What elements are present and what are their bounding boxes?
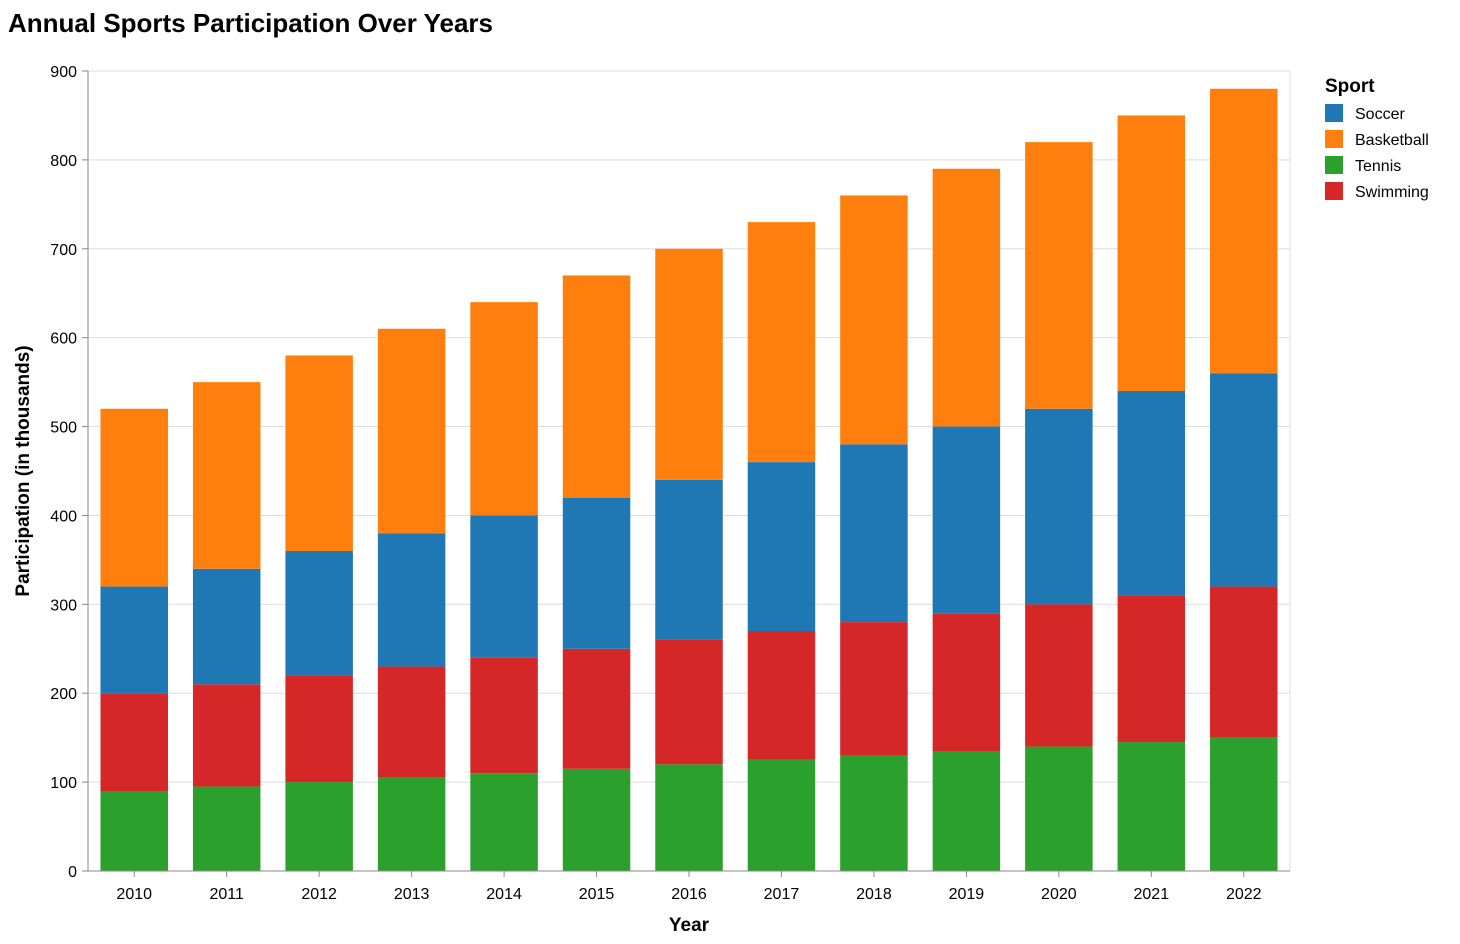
bar-tennis-2010 — [100, 791, 168, 871]
y-tick-label: 800 — [50, 153, 77, 170]
x-tick-label: 2019 — [949, 886, 985, 903]
legend-swatch-tennis — [1325, 156, 1343, 174]
bar-soccer-2019 — [932, 426, 1001, 614]
bar-soccer-2010 — [100, 586, 168, 694]
bar-tennis-2016 — [655, 764, 723, 871]
bar-basketball-2019 — [932, 168, 1001, 427]
bar-basketball-2017 — [747, 222, 816, 463]
bar-tennis-2018 — [840, 755, 908, 871]
bar-tennis-2022 — [1210, 737, 1278, 871]
bar-swimming-2020 — [1025, 604, 1093, 747]
bar-soccer-2018 — [840, 444, 908, 623]
bar-swimming-2010 — [100, 693, 168, 791]
x-axis-title: Year — [669, 915, 710, 936]
legend-label-basketball: Basketball — [1355, 132, 1429, 149]
bar-basketball-2021 — [1117, 115, 1186, 391]
legend-swatch-soccer — [1325, 104, 1343, 122]
y-tick-label: 200 — [50, 686, 77, 703]
y-tick-label: 300 — [50, 597, 77, 614]
bar-swimming-2015 — [562, 648, 631, 769]
bar-basketball-2012 — [285, 355, 353, 551]
bar-swimming-2021 — [1117, 595, 1186, 743]
bar-soccer-2014 — [470, 515, 538, 658]
y-tick-label: 0 — [68, 864, 77, 881]
bar-basketball-2015 — [562, 275, 631, 498]
y-tick-label: 100 — [50, 775, 77, 792]
x-tick-label: 2012 — [301, 886, 337, 903]
bar-swimming-2019 — [932, 613, 1001, 751]
bar-tennis-2012 — [285, 782, 353, 871]
x-tick-label: 2011 — [209, 886, 244, 903]
x-tick-label: 2014 — [486, 886, 522, 903]
bar-swimming-2022 — [1210, 586, 1278, 738]
bar-basketball-2018 — [840, 195, 908, 445]
y-tick-label: 700 — [50, 242, 77, 259]
bar-tennis-2014 — [470, 773, 538, 871]
bar-tennis-2019 — [932, 751, 1001, 871]
x-tick-label: 2022 — [1226, 886, 1262, 903]
legend-swatch-basketball — [1325, 130, 1343, 148]
x-tick-label: 2021 — [1134, 886, 1170, 903]
bar-tennis-2017 — [747, 759, 816, 871]
bar-basketball-2011 — [192, 382, 261, 569]
legend-label-swimming: Swimming — [1355, 184, 1429, 201]
chart-title: Annual Sports Participation Over Years — [8, 8, 494, 38]
bar-soccer-2012 — [285, 551, 353, 676]
bar-tennis-2013 — [377, 777, 446, 871]
x-tick-label: 2015 — [579, 886, 615, 903]
bar-tennis-2021 — [1117, 742, 1186, 871]
axes: 0 100 200 300 400 500 600 700 800 900 2010 2011 2012… — [50, 64, 1290, 903]
bar-soccer-2022 — [1210, 373, 1278, 587]
bar-soccer-2016 — [655, 479, 723, 640]
bar-swimming-2018 — [840, 622, 908, 756]
bar-soccer-2020 — [1025, 408, 1093, 605]
bar-swimming-2017 — [747, 631, 816, 760]
x-tick-label: 2017 — [764, 886, 800, 903]
bar-basketball-2022 — [1210, 88, 1278, 374]
legend-label-tennis: Tennis — [1355, 158, 1401, 175]
bar-soccer-2011 — [192, 568, 261, 685]
bar-tennis-2015 — [562, 768, 631, 871]
bar-swimming-2016 — [655, 639, 723, 765]
bars — [100, 88, 1278, 871]
bar-swimming-2014 — [470, 657, 538, 774]
y-tick-label: 400 — [50, 508, 77, 525]
bar-basketball-2010 — [100, 408, 168, 587]
bar-soccer-2021 — [1117, 391, 1186, 596]
y-tick-label: 600 — [50, 331, 77, 348]
bar-soccer-2013 — [377, 533, 446, 667]
bar-basketball-2016 — [655, 248, 723, 480]
bar-swimming-2013 — [377, 666, 446, 778]
y-tick-label: 500 — [50, 420, 77, 437]
legend-swatch-swimming — [1325, 182, 1343, 200]
x-tick-label: 2018 — [856, 886, 892, 903]
bar-basketball-2020 — [1025, 142, 1093, 409]
bar-swimming-2011 — [192, 684, 261, 787]
x-tick-label: 2020 — [1041, 886, 1077, 903]
y-tick-label: 900 — [50, 64, 77, 81]
bar-swimming-2012 — [285, 675, 353, 783]
bar-tennis-2011 — [192, 786, 261, 871]
legend-label-soccer: Soccer — [1355, 106, 1405, 123]
x-tick-label: 2013 — [394, 886, 430, 903]
x-tick-label: 2010 — [116, 886, 152, 903]
x-tick-label: 2016 — [671, 886, 707, 903]
bar-soccer-2015 — [562, 497, 631, 649]
bar-tennis-2020 — [1025, 746, 1093, 871]
bar-basketball-2014 — [470, 302, 538, 516]
bar-soccer-2017 — [747, 462, 816, 631]
y-axis-title: Participation (in thousands) — [13, 345, 34, 596]
legend-title: Sport — [1325, 76, 1375, 97]
bar-basketball-2013 — [377, 328, 446, 534]
legend: Sport Soccer Basketball Tennis Swimming — [1325, 76, 1429, 201]
